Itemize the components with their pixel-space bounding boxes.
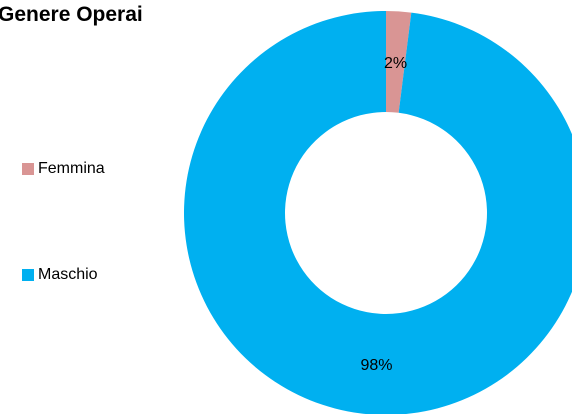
slice-maschio <box>184 11 572 414</box>
legend-label-femmina: Femmina <box>38 160 105 177</box>
slice-label-femmina: 2% <box>384 55 407 72</box>
slice-femmina <box>386 11 412 113</box>
legend-item-maschio: Maschio <box>22 266 98 284</box>
legend-swatch-maschio <box>22 269 34 281</box>
legend-item-femmina: Femmina <box>22 160 105 178</box>
legend-swatch-femmina <box>22 163 34 175</box>
slice-label-maschio: 98% <box>360 357 392 374</box>
chart-title: Genere Operai <box>0 3 143 26</box>
donut-slices <box>184 11 572 414</box>
legend-label-maschio: Maschio <box>38 266 98 283</box>
donut-labels: 2% 98% <box>360 55 407 374</box>
